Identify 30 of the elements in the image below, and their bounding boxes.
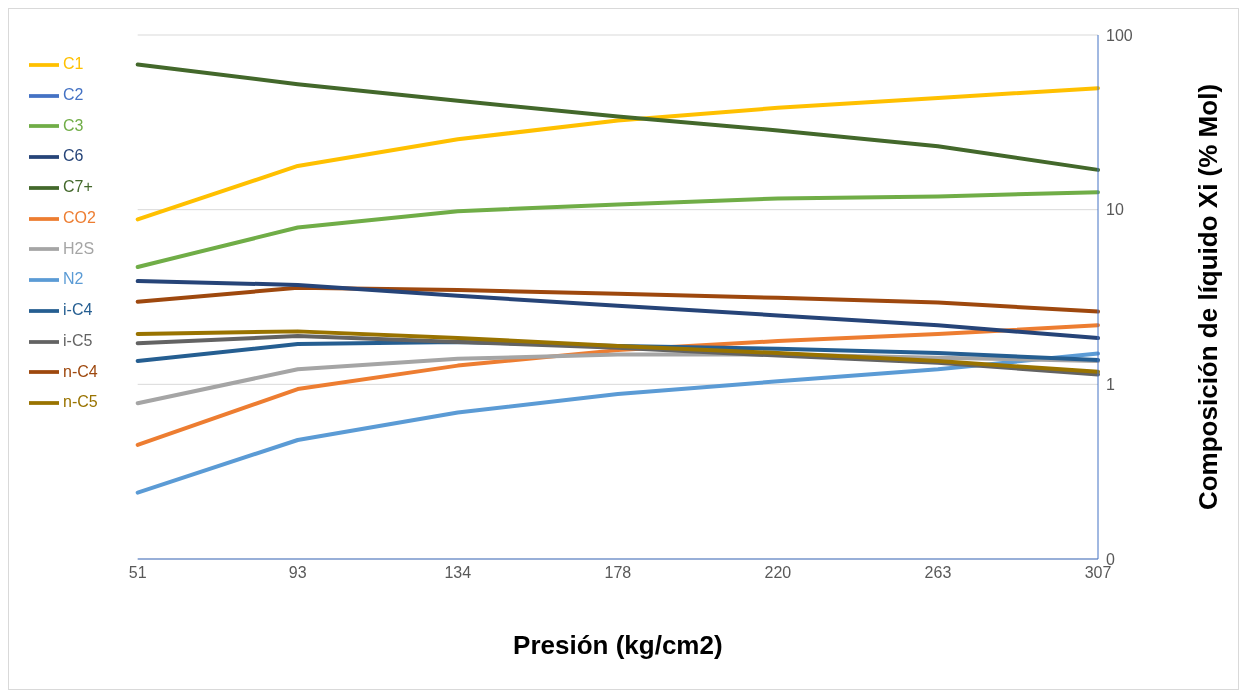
legend-label: i-C4 [63,301,93,319]
legend-label: C7+ [63,178,93,196]
line-series [135,279,1100,341]
line-series [135,285,1100,314]
line-series [135,190,1100,269]
legend-label: C3 [63,116,84,134]
x-tick-label: 307 [1084,564,1112,582]
x-tick-label: 263 [924,564,952,582]
y-tick-label: 10 [1106,201,1124,219]
x-tick-label: 134 [444,564,472,582]
x-tick-label: 178 [604,564,632,582]
legend-label: CO2 [63,208,96,226]
y-axis-title: Composición de líquido Xi (% Mol) [1193,83,1224,511]
x-tick-label: 93 [288,564,307,582]
legend-label: C1 [63,55,84,72]
y-tick-label: 1 [1106,376,1115,394]
x-tick-label: 51 [128,564,147,582]
line-series [135,62,1100,172]
x-axis-title: Presión (kg/cm2) [513,630,723,660]
y-tick-label: 100 [1106,26,1133,44]
legend-label: i-C5 [63,331,93,349]
line-series [135,86,1100,222]
legend-label: C2 [63,85,84,103]
x-tick-label: 220 [764,564,792,582]
legend-label: n-C5 [63,393,98,411]
legend-label: n-C4 [63,362,98,380]
line-series [135,351,1100,495]
legend-label: C6 [63,147,84,165]
legend-label: N2 [63,270,84,288]
legend-label: H2S [63,239,95,257]
